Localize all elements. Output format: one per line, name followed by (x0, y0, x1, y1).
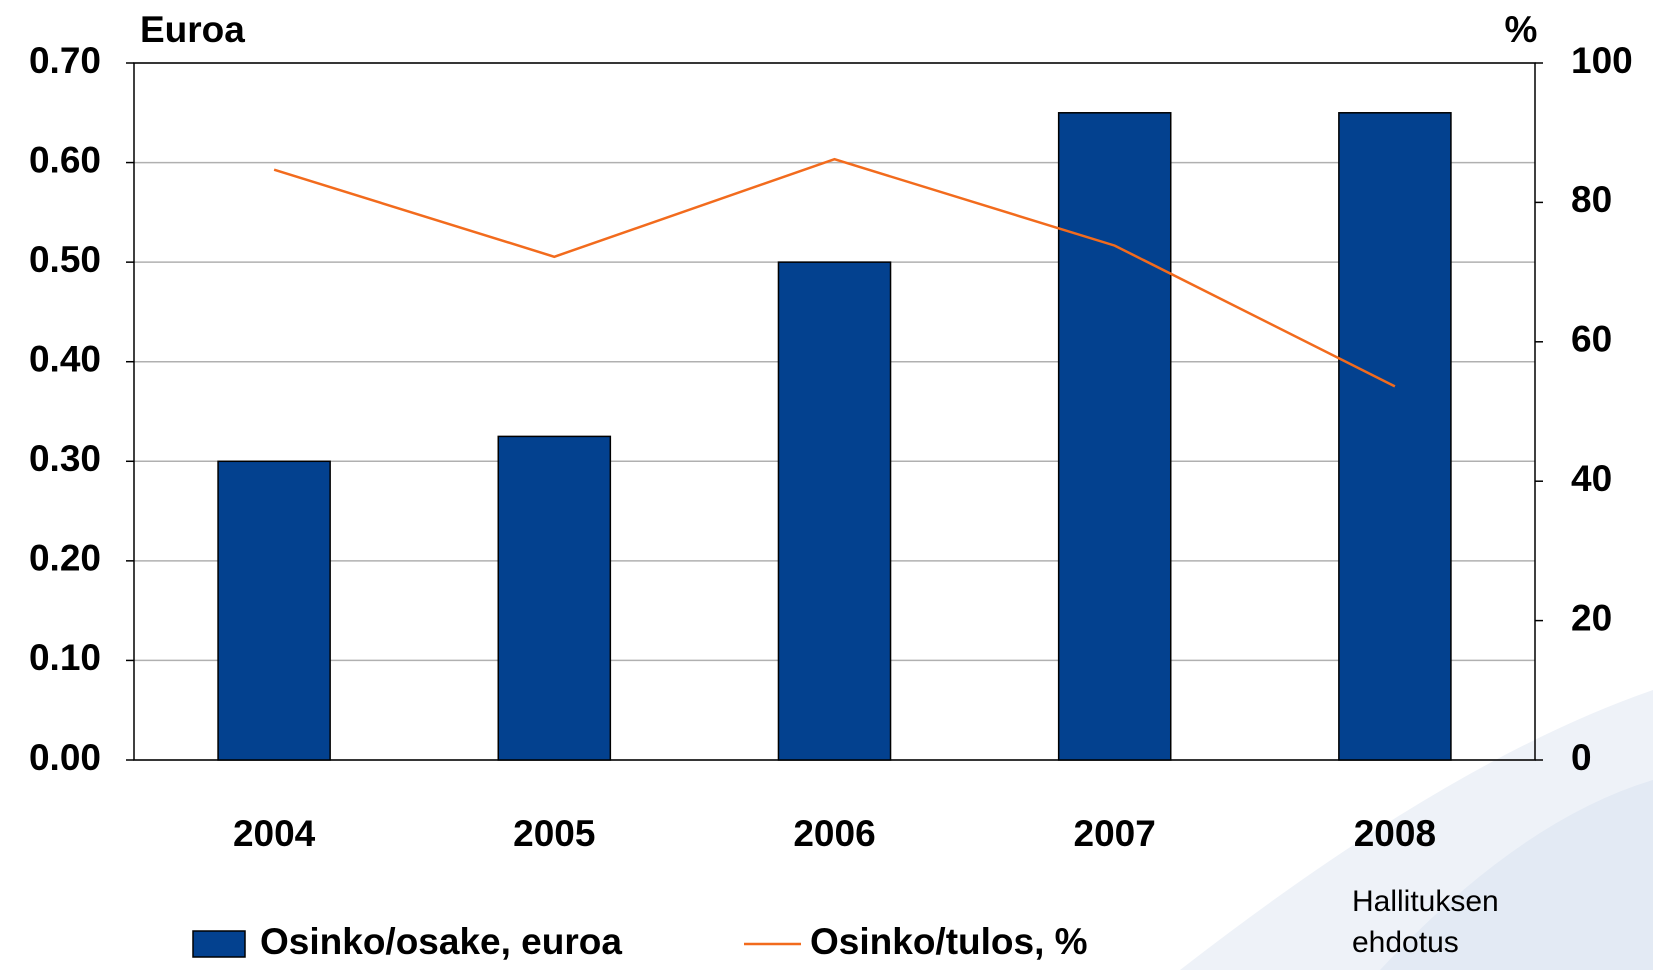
y2-tick-label: 40 (1571, 458, 1612, 499)
legend-label: Osinko/osake, euroa (260, 921, 622, 962)
y-axis-title: Euroa (140, 9, 245, 50)
x-tick-label: 2006 (793, 813, 875, 854)
x-tick-label: 2004 (233, 813, 316, 854)
y2-tick-label: 80 (1571, 179, 1612, 220)
y-tick-label: 0.50 (29, 239, 101, 280)
y2-tick-label: 0 (1571, 737, 1592, 778)
y2-tick-label: 100 (1571, 40, 1633, 81)
annotation-line: ehdotus (1352, 926, 1459, 959)
y-tick-label: 0.10 (29, 637, 101, 678)
legend-swatch (192, 930, 246, 958)
legend-label: Osinko/tulos, % (810, 921, 1088, 962)
y-tick-label: 0.20 (29, 538, 101, 579)
line-series (273, 157, 1396, 388)
annotation: Hallituksen ehdotus (1352, 885, 1499, 959)
y-tick-label: 0.00 (29, 737, 101, 778)
x-tick-label: 2007 (1074, 813, 1156, 854)
y2-axis-title: % (1505, 9, 1538, 50)
y-tick-label: 0.40 (29, 338, 101, 379)
y-tick-label: 0.30 (29, 438, 101, 479)
x-tick-label: 2005 (513, 813, 595, 854)
background-swoosh (1380, 780, 1653, 970)
bar (777, 261, 892, 761)
bar (217, 460, 331, 761)
bar (1057, 112, 1172, 761)
y-tick-label: 0.70 (29, 40, 101, 81)
bar (497, 435, 612, 761)
x-tick-label: 2008 (1354, 813, 1436, 854)
y2-tick-label: 60 (1571, 319, 1612, 360)
y-tick-label: 0.60 (29, 139, 101, 180)
y2-tick-label: 20 (1571, 597, 1612, 638)
annotation-line: Hallituksen (1352, 885, 1499, 918)
bar (1338, 112, 1452, 761)
